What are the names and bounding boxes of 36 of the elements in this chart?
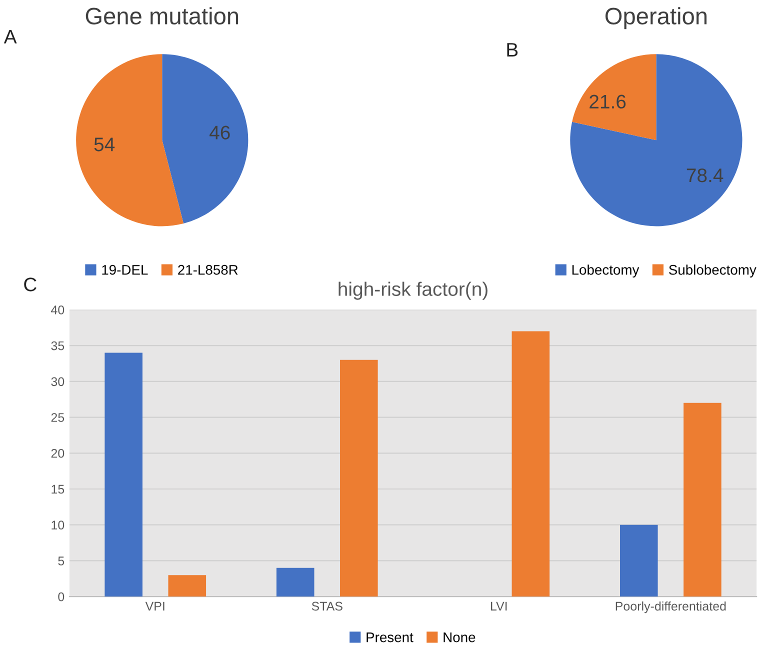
legend-label: Lobectomy (572, 264, 640, 278)
y-tick-label: 0 (58, 592, 64, 602)
bar (276, 568, 314, 597)
y-tick-label: 10 (52, 520, 64, 530)
y-tick-label: 35 (51, 341, 64, 350)
text: C (24, 278, 36, 292)
data-label: 46 (210, 126, 230, 140)
y-tick-label: 25 (51, 413, 64, 422)
text: A (4, 30, 17, 44)
y-tick-label: 30 (51, 377, 64, 386)
chart-title: Operation (605, 7, 707, 30)
bar (340, 360, 378, 597)
bar (168, 575, 206, 597)
bar (620, 524, 658, 597)
chart-title: high-risk factor(n) (338, 282, 488, 300)
y-tick-label: 20 (51, 448, 64, 458)
data-label: 21.6 (590, 94, 626, 109)
y-tick-label: 40 (51, 306, 64, 314)
text: B (507, 43, 518, 56)
legend-label: Present (366, 632, 414, 642)
legend-label: 19-DEL (102, 264, 148, 275)
x-tick-label: VPI (145, 602, 164, 610)
data-label: 54 (94, 138, 115, 152)
y-tick-label: 5 (58, 556, 64, 566)
bar (512, 331, 550, 597)
legend-label: Sublobectomy (669, 264, 756, 278)
legend-label: None (444, 632, 476, 642)
data-label: 78.4 (686, 168, 724, 182)
bar (104, 352, 142, 597)
legend-label: 21-L858R (178, 264, 238, 275)
y-tick-label: 15 (52, 484, 64, 494)
x-tick-label: LVI (491, 602, 507, 610)
chart-title: Gene mutation (86, 7, 238, 24)
x-tick-label: Poorly-differentiated (616, 601, 726, 614)
x-tick-label: STAS (312, 602, 342, 611)
bar (684, 402, 722, 597)
